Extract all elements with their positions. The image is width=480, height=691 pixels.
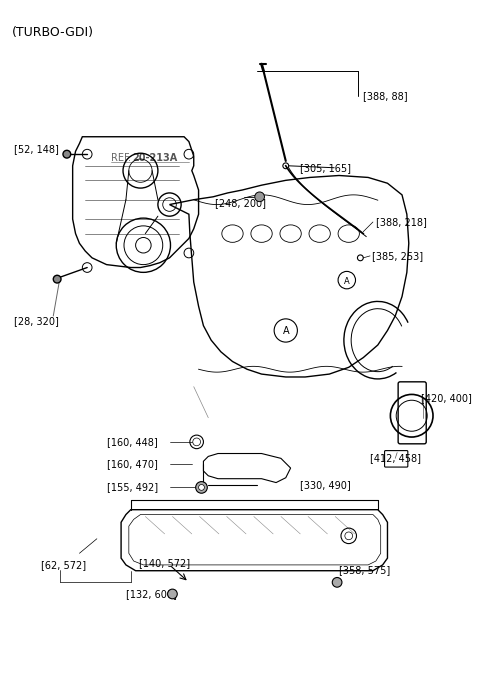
Circle shape [332, 578, 342, 587]
Text: [330, 490]: [330, 490] [300, 480, 351, 491]
Text: [62, 572]: [62, 572] [41, 560, 86, 570]
Circle shape [199, 484, 204, 491]
Text: (TURBO-GDI): (TURBO-GDI) [12, 26, 94, 39]
Circle shape [168, 589, 177, 599]
Text: [160, 448]: [160, 448] [107, 437, 157, 447]
Text: [160, 470]: [160, 470] [107, 459, 157, 469]
Text: [248, 200]: [248, 200] [215, 198, 266, 207]
Text: REF.: REF. [111, 153, 132, 163]
Text: [132, 600]: [132, 600] [126, 589, 177, 599]
Text: A: A [282, 326, 289, 337]
Text: [52, 148]: [52, 148] [13, 144, 59, 154]
Text: [28, 320]: [28, 320] [13, 316, 59, 325]
Text: [388, 88]: [388, 88] [363, 91, 408, 101]
Circle shape [63, 151, 71, 158]
Circle shape [53, 275, 61, 283]
Text: [385, 253]: [385, 253] [372, 251, 423, 261]
Circle shape [255, 192, 264, 202]
Text: 20-213A: 20-213A [132, 153, 178, 163]
Circle shape [196, 482, 207, 493]
Text: [155, 492]: [155, 492] [107, 482, 158, 493]
Text: A: A [344, 276, 349, 285]
Text: [358, 575]: [358, 575] [339, 565, 390, 575]
Text: [420, 400]: [420, 400] [421, 393, 472, 404]
Text: [140, 572]: [140, 572] [139, 558, 190, 568]
Text: [305, 165]: [305, 165] [300, 163, 351, 173]
Text: [412, 458]: [412, 458] [370, 453, 421, 464]
Text: [388, 218]: [388, 218] [376, 217, 427, 227]
